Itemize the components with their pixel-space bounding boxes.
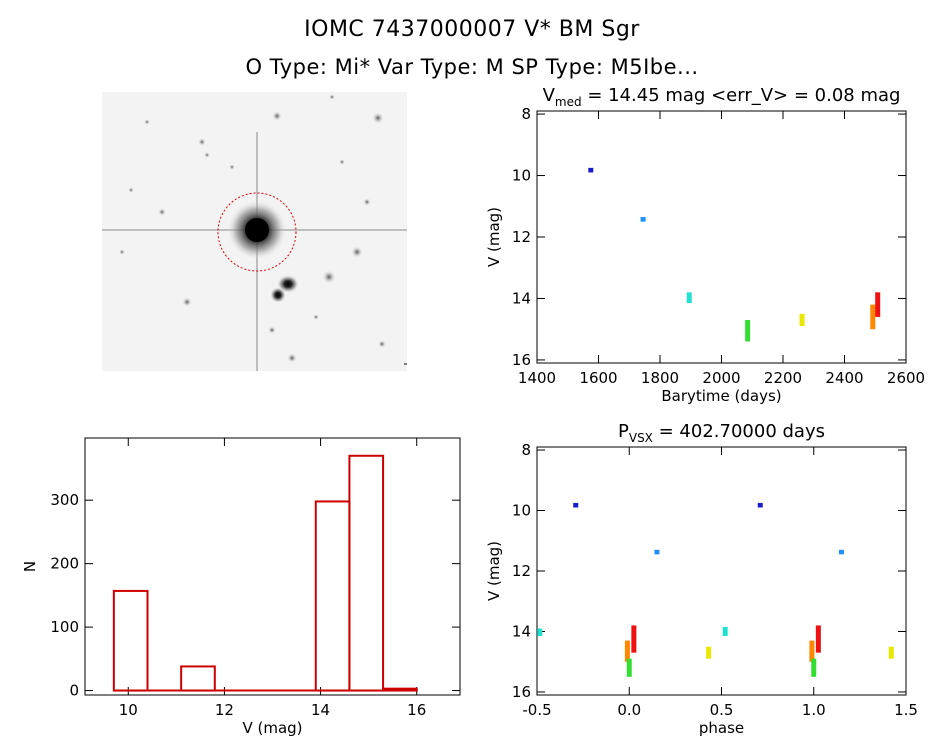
data-point bbox=[811, 658, 817, 677]
data-point bbox=[809, 640, 815, 662]
data-point bbox=[706, 646, 712, 659]
figure-subtitle: O Type: Mi* Var Type: M SP Type: M5Ibe..… bbox=[245, 55, 699, 79]
y-tick-label: 14 bbox=[512, 622, 531, 640]
data-point bbox=[870, 304, 876, 330]
x-axis-label: phase bbox=[699, 719, 744, 737]
phased-curve-plot: -0.5 0.0 0.5 1.0 1.5 8 10 12 14 16 phase V (mag) PVS… bbox=[485, 421, 918, 737]
y-tick-label: 10 bbox=[512, 167, 531, 185]
x-tick-label: 2600 bbox=[887, 369, 925, 387]
histogram-bar bbox=[180, 665, 216, 692]
data-point bbox=[815, 625, 821, 653]
y-tick-label: 0 bbox=[69, 682, 79, 700]
magnitude-histogram: 10 12 14 16 0 100 200 300 V (mag) N bbox=[21, 437, 461, 737]
y-axis-label: N bbox=[21, 561, 39, 572]
plot-title: Vmed = 14.45 mag <err_V> = 0.08 mag bbox=[543, 85, 901, 109]
plot-frame bbox=[536, 110, 907, 364]
y-tick-label: 16 bbox=[512, 683, 531, 701]
y-axis-label: V (mag) bbox=[485, 207, 503, 267]
data-point bbox=[757, 502, 763, 508]
data-point bbox=[654, 549, 660, 555]
y-tick-label: 300 bbox=[50, 491, 79, 509]
x-tick-label: 1800 bbox=[641, 369, 679, 387]
x-tick-label: 2000 bbox=[702, 369, 740, 387]
data-point bbox=[626, 658, 632, 677]
background-stars bbox=[119, 94, 386, 363]
x-tick-label: 1600 bbox=[579, 369, 617, 387]
data-point bbox=[624, 640, 630, 662]
y-tick-label: 12 bbox=[512, 562, 531, 580]
y-tick-label: 200 bbox=[50, 555, 79, 573]
x-tick-label: 2200 bbox=[764, 369, 802, 387]
y-axis-label: V (mag) bbox=[485, 541, 503, 601]
plot-frame bbox=[536, 446, 907, 696]
histogram-bar bbox=[348, 454, 385, 692]
data-point bbox=[722, 626, 728, 637]
x-axis-label: Barytime (days) bbox=[661, 387, 781, 405]
data-point bbox=[745, 319, 751, 342]
x-tick-label: 1.5 bbox=[894, 701, 918, 719]
x-axis-label: V (mag) bbox=[242, 719, 302, 737]
histogram-bar bbox=[314, 500, 351, 692]
data-point bbox=[631, 625, 637, 653]
x-tick-label: -0.5 bbox=[522, 701, 551, 719]
x-tick-label: 16 bbox=[407, 701, 426, 719]
x-tick-label: 10 bbox=[119, 701, 138, 719]
data-point bbox=[875, 292, 881, 317]
plot-title: PVSX = 402.70000 days bbox=[618, 421, 825, 445]
data-point bbox=[838, 549, 844, 555]
aperture-circle bbox=[217, 192, 297, 272]
y-tick-label: 8 bbox=[521, 105, 531, 123]
x-tick-label: 2400 bbox=[825, 369, 863, 387]
x-tick-label: 0.5 bbox=[710, 701, 734, 719]
histogram-bar bbox=[112, 589, 149, 692]
x-tick-label: 1400 bbox=[518, 369, 556, 387]
data-point bbox=[640, 217, 646, 222]
x-tick-label: 0.0 bbox=[617, 701, 641, 719]
data-point bbox=[686, 292, 692, 304]
figure-title: IOMC 7437000007 V* BM Sgr bbox=[304, 17, 640, 42]
x-tick-label: 14 bbox=[311, 701, 330, 719]
y-tick-label: 12 bbox=[512, 228, 531, 246]
data-point bbox=[588, 167, 594, 173]
y-tick-label: 16 bbox=[512, 351, 531, 369]
target-star bbox=[102, 132, 407, 371]
light-curve-plot: 1400 1600 1800 2000 2200 2400 2600 8 10 12 14 16 Bar… bbox=[485, 85, 925, 405]
y-tick-label: 14 bbox=[512, 289, 531, 307]
x-tick-label: 12 bbox=[215, 701, 234, 719]
y-tick-label: 8 bbox=[521, 441, 531, 459]
x-tick-label: 1.0 bbox=[802, 701, 826, 719]
y-tick-label: 100 bbox=[50, 618, 79, 636]
plot-frame bbox=[84, 437, 461, 696]
data-point bbox=[537, 628, 543, 637]
y-tick-label: 10 bbox=[512, 502, 531, 520]
data-point bbox=[799, 313, 805, 327]
star-field-svg bbox=[102, 94, 407, 371]
star-field-image bbox=[102, 92, 407, 371]
data-point bbox=[573, 502, 579, 508]
data-point bbox=[888, 646, 894, 659]
